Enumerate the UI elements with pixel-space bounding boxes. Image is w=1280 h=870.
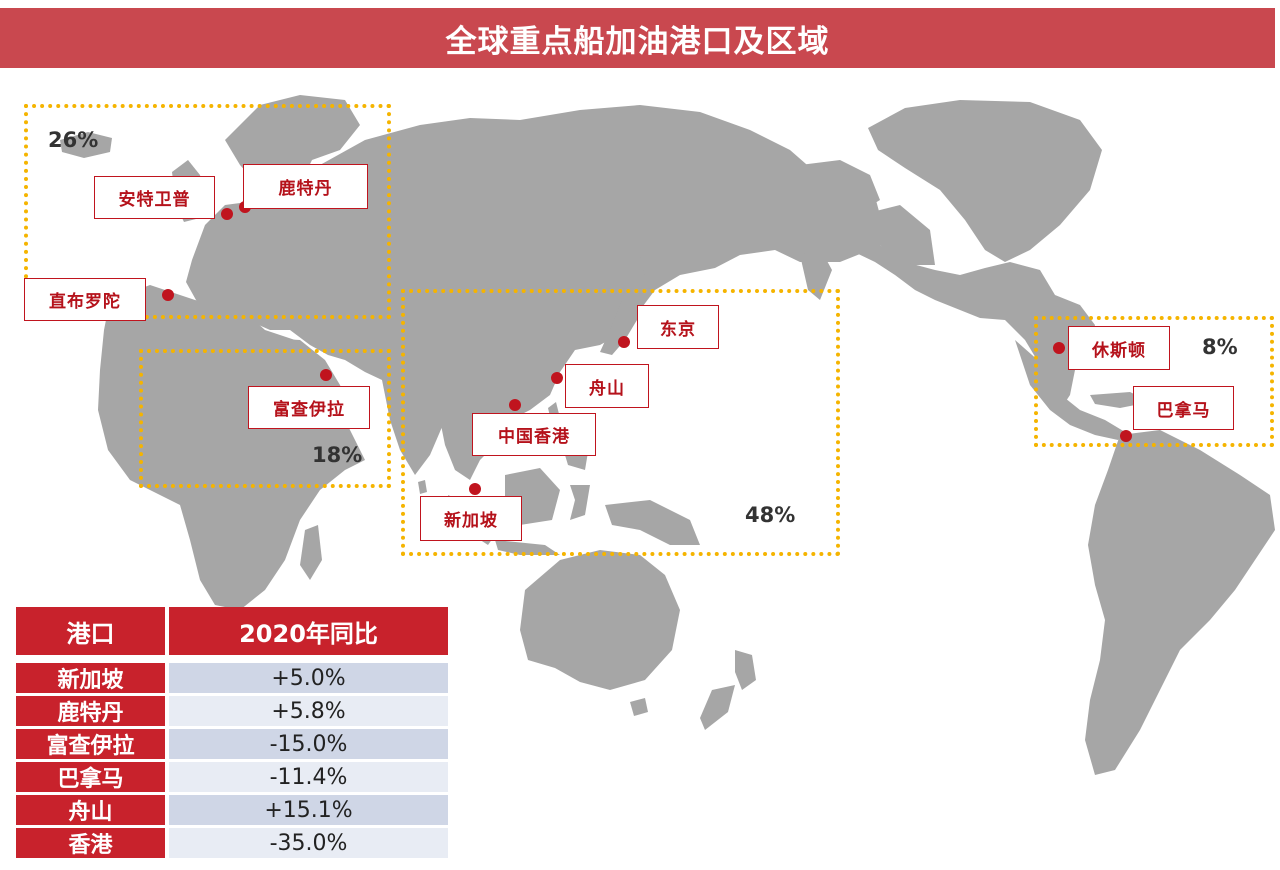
port-dot-tokyo: [618, 336, 630, 348]
table-header-yoy: 2020年同比: [169, 607, 448, 655]
land-india: [382, 380, 445, 475]
land-iceland: [60, 132, 112, 158]
table-row-port: 舟山: [16, 795, 165, 825]
region-europe-share: 26%: [48, 128, 99, 152]
table-row-port: 富查伊拉: [16, 729, 165, 759]
port-dot-antwerp: [221, 208, 233, 220]
land-madagascar: [300, 525, 322, 580]
table-header-port: 港口: [16, 607, 165, 655]
port-label-tokyo: 东京: [637, 305, 719, 349]
port-label-gibraltar: 直布罗陀: [24, 278, 146, 321]
title-bar: 全球重点船加油港口及区域: [0, 8, 1275, 68]
land-kamchatka: [800, 248, 832, 300]
port-dot-singapore: [469, 483, 481, 495]
region-middle-east-share: 18%: [312, 443, 363, 467]
page-title: 全球重点船加油港口及区域: [445, 23, 830, 60]
land-north-america: [800, 165, 1095, 410]
land-java: [495, 540, 560, 555]
land-srilanka: [418, 480, 427, 494]
table-row-port: 新加坡: [16, 663, 165, 693]
land-sulawesi: [570, 485, 590, 520]
port-label-hongkong: 中国香港: [472, 413, 596, 456]
land-australia: [520, 550, 680, 690]
port-label-singapore: 新加坡: [420, 496, 522, 541]
table-row-yoy: -15.0%: [169, 729, 448, 759]
port-dot-hongkong: [509, 399, 521, 411]
table-row-yoy: +15.1%: [169, 795, 448, 825]
region-middle-east: [139, 349, 391, 488]
table-row-port: 香港: [16, 828, 165, 858]
yoy-table: 港口 2020年同比 新加坡 +5.0% 鹿特丹 +5.8% 富查伊拉 -15.…: [16, 607, 448, 862]
region-americas-share: 8%: [1202, 335, 1238, 359]
port-label-rotterdam: 鹿特丹: [243, 164, 368, 209]
table-row-yoy: +5.0%: [169, 663, 448, 693]
land-nz-south: [700, 685, 735, 730]
port-label-panama: 巴拿马: [1133, 386, 1234, 430]
land-japan: [600, 255, 648, 355]
land-tasmania: [630, 698, 648, 716]
port-dot-fujairah: [320, 369, 332, 381]
table-row-yoy: -35.0%: [169, 828, 448, 858]
table-row-port: 鹿特丹: [16, 696, 165, 726]
region-asia-pacific-share: 48%: [745, 503, 796, 527]
region-americas: [1034, 316, 1274, 447]
land-south-america: [1085, 430, 1275, 775]
table-row-yoy: -11.4%: [169, 762, 448, 792]
port-label-fujairah: 富查伊拉: [248, 386, 370, 429]
port-label-antwerp: 安特卫普: [94, 176, 215, 219]
table-row-port: 巴拿马: [16, 762, 165, 792]
land-nz-north: [735, 650, 756, 690]
table-row-yoy: +5.8%: [169, 696, 448, 726]
region-asia-pacific: [401, 289, 840, 556]
port-dot-panama: [1120, 430, 1132, 442]
port-label-houston: 休斯顿: [1068, 326, 1170, 370]
region-europe: [24, 104, 391, 319]
port-dot-zhoushan: [551, 372, 563, 384]
land-greenland: [868, 100, 1102, 262]
port-label-zhoushan: 舟山: [565, 364, 649, 408]
land-new-guinea: [605, 500, 700, 545]
port-dot-houston: [1053, 342, 1065, 354]
port-dot-gibraltar: [162, 289, 174, 301]
